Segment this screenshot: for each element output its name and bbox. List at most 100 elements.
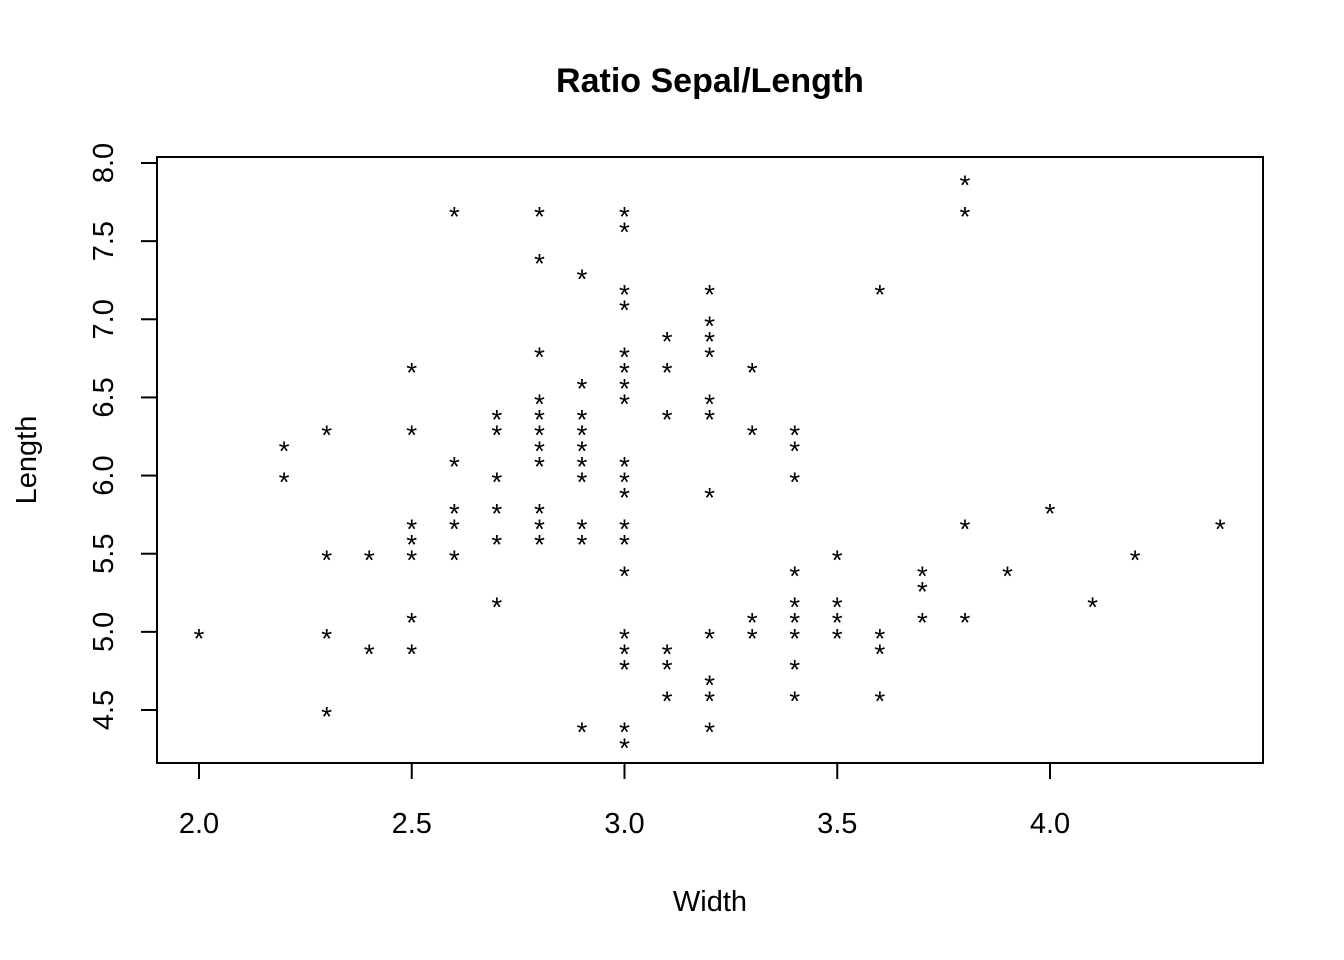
y-axis: 4.5 5.0 5.5 6.0 6.5 7.0 7.5 8.0	[88, 143, 158, 730]
data-point: *	[619, 342, 630, 373]
data-point: *	[449, 201, 460, 232]
data-point: *	[747, 623, 758, 654]
data-point: *	[534, 513, 545, 544]
data-point: *	[662, 654, 673, 685]
data-point: *	[704, 279, 715, 310]
data-point: *	[832, 545, 843, 576]
data-point: *	[534, 451, 545, 482]
data-point: *	[619, 638, 630, 669]
data-point: *	[1002, 560, 1013, 591]
data-point: *	[619, 623, 630, 654]
data-point: *	[576, 420, 587, 451]
data-point: *	[491, 498, 502, 529]
data-point: *	[917, 607, 928, 638]
data-point: *	[576, 529, 587, 560]
data-point: *	[874, 685, 885, 716]
data-point: *	[789, 607, 800, 638]
data-point: *	[406, 638, 417, 669]
data-point: *	[832, 592, 843, 623]
data-point: *	[789, 435, 800, 466]
data-point: *	[789, 420, 800, 451]
data-point: *	[747, 607, 758, 638]
data-point: *	[789, 467, 800, 498]
data-point: *	[364, 638, 375, 669]
data-point: *	[619, 529, 630, 560]
data-point: *	[576, 263, 587, 294]
data-point: *	[789, 623, 800, 654]
data-point: *	[534, 201, 545, 232]
data-point: *	[619, 295, 630, 326]
data-point: *	[576, 717, 587, 748]
data-point: *	[619, 482, 630, 513]
y-tick-label: 5.0	[88, 612, 120, 652]
data-point: *	[449, 545, 460, 576]
data-point: *	[619, 217, 630, 248]
data-point: *	[832, 623, 843, 654]
data-point: *	[619, 467, 630, 498]
data-point: *	[491, 592, 502, 623]
data-point: *	[491, 529, 502, 560]
data-point: *	[704, 342, 715, 373]
data-point: *	[449, 451, 460, 482]
data-point: *	[959, 170, 970, 201]
data-point: *	[662, 357, 673, 388]
data-point: *	[406, 357, 417, 388]
x-axis: 2.0 2.5 3.0 3.5 4.0	[179, 762, 1070, 840]
data-point: *	[576, 404, 587, 435]
y-tick-label: 8.0	[88, 143, 120, 183]
data-point: *	[747, 420, 758, 451]
data-point: *	[406, 420, 417, 451]
data-point: *	[704, 685, 715, 716]
data-point: *	[534, 529, 545, 560]
data-point: *	[534, 420, 545, 451]
data-point: *	[662, 404, 673, 435]
data-point: *	[619, 732, 630, 763]
data-point: *	[662, 638, 673, 669]
data-point: *	[662, 685, 673, 716]
data-point: *	[406, 545, 417, 576]
data-point: *	[704, 326, 715, 357]
data-point: *	[364, 545, 375, 576]
data-point: *	[534, 388, 545, 419]
data-point: *	[1045, 498, 1056, 529]
data-point: *	[534, 435, 545, 466]
data-point: *	[321, 623, 332, 654]
data-point: *	[534, 342, 545, 373]
data-point: *	[321, 701, 332, 732]
data-point: *	[406, 513, 417, 544]
y-tick-label: 4.5	[88, 690, 120, 730]
y-tick-label: 7.5	[88, 221, 120, 261]
data-point: *	[619, 388, 630, 419]
data-point: *	[619, 654, 630, 685]
y-tick-label: 6.5	[88, 377, 120, 417]
x-axis-label: Width	[673, 886, 747, 918]
y-tick-label: 7.0	[88, 299, 120, 339]
x-tick-label: 4.0	[1030, 808, 1070, 840]
data-point: *	[576, 435, 587, 466]
chart-title: Ratio Sepal/Length	[556, 62, 864, 100]
data-point: *	[279, 467, 290, 498]
data-point: *	[576, 451, 587, 482]
data-point: *	[874, 638, 885, 669]
data-point: *	[704, 670, 715, 701]
data-point: *	[704, 388, 715, 419]
data-point: *	[576, 467, 587, 498]
data-point: *	[874, 623, 885, 654]
data-point: *	[789, 685, 800, 716]
data-point: *	[959, 607, 970, 638]
data-point: *	[1087, 592, 1098, 623]
data-point: *	[789, 592, 800, 623]
data-point: *	[619, 513, 630, 544]
data-point: *	[194, 623, 205, 654]
data-point: *	[321, 545, 332, 576]
data-point: *	[959, 513, 970, 544]
data-point: *	[789, 654, 800, 685]
data-point: *	[619, 279, 630, 310]
data-point: *	[534, 248, 545, 279]
data-point: *	[619, 451, 630, 482]
data-point: *	[789, 560, 800, 591]
y-tick-label: 5.5	[88, 534, 120, 574]
data-point: *	[619, 373, 630, 404]
x-tick-label: 2.5	[392, 808, 432, 840]
